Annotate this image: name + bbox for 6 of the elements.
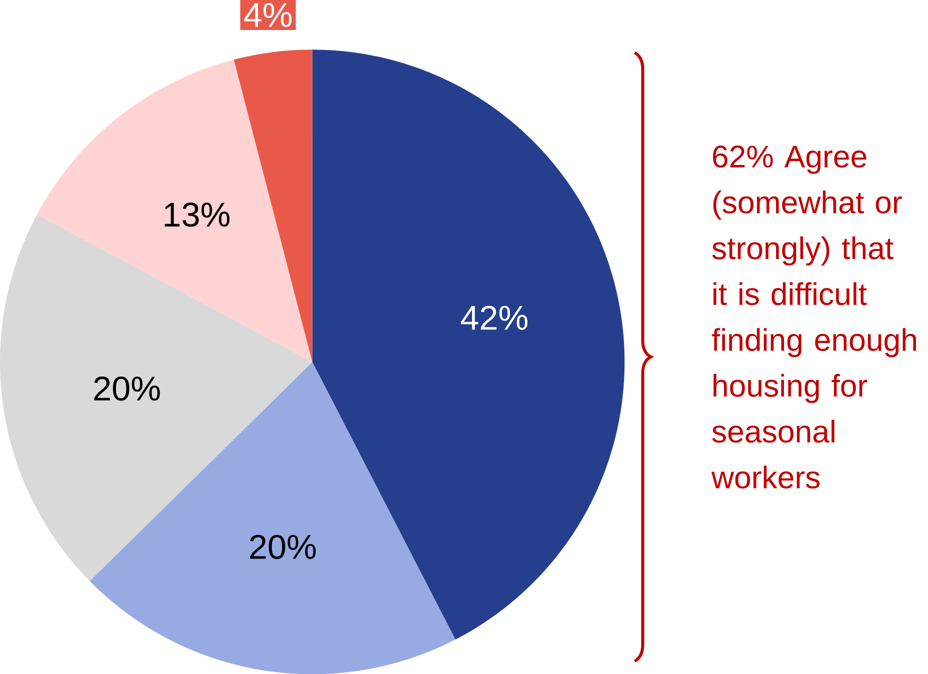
data-label: 4%: [244, 2, 292, 27]
text: 62% Agree (somewhat or strongly) that it is difficult finding enough housing for seasonal workers: [711, 145, 916, 488]
data-label: 20%: [250, 534, 316, 559]
data-label: 20%: [94, 376, 160, 401]
data-label: 13%: [164, 202, 230, 227]
data-label: 42%: [460, 306, 528, 330]
